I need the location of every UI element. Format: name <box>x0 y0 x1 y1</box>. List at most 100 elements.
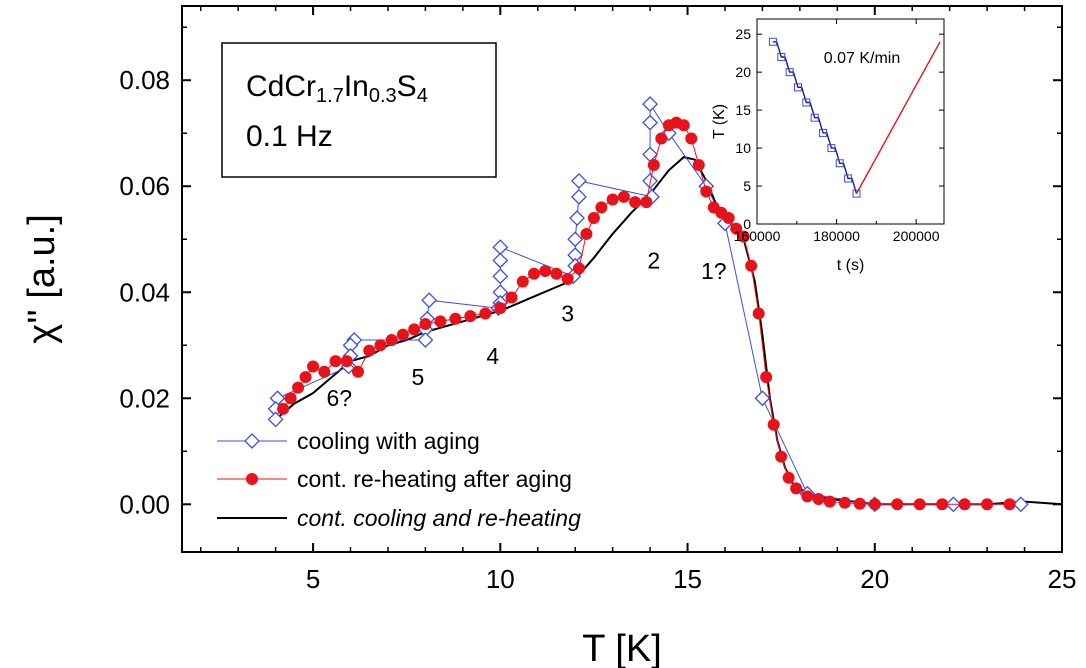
inset-rate-label: 0.07 K/min <box>824 50 900 67</box>
inset-y-tick-label: 5 <box>743 178 751 194</box>
data-point <box>571 188 587 205</box>
inset-data-point <box>793 83 802 92</box>
inset-data-point <box>785 68 794 77</box>
data-point <box>492 252 509 269</box>
inset-x-axis-title: t (s) <box>837 257 865 274</box>
data-point <box>685 132 698 145</box>
inset-data-point <box>768 37 777 46</box>
regime-annotation: 3 <box>561 300 574 326</box>
data-point <box>516 275 529 288</box>
data-point <box>449 312 462 325</box>
legend-label: cooling with aging <box>297 428 480 454</box>
regime-annotation: 4 <box>486 343 499 369</box>
formula-element: CdCr <box>246 70 316 103</box>
x-tick-label: 20 <box>860 564 889 594</box>
inset-series-cooling <box>768 37 861 198</box>
regime-annotation: 2 <box>647 247 660 273</box>
sample-box-frame <box>221 42 497 178</box>
inset-y-tick-label: 20 <box>735 64 751 80</box>
y-tick-label: 0.02 <box>119 383 170 413</box>
x-tick-label: 10 <box>486 564 515 594</box>
data-point <box>730 222 743 235</box>
legend-item: cont. re-heating after aging <box>217 466 572 492</box>
x-tick-label: 25 <box>1048 564 1077 594</box>
legend-swatch-marker <box>246 473 258 485</box>
data-point <box>396 328 409 341</box>
data-point <box>760 371 773 384</box>
data-point <box>981 498 994 511</box>
data-point <box>853 497 866 510</box>
data-point <box>767 418 780 431</box>
inset-x-tick-label: 180000 <box>813 228 860 244</box>
data-point <box>571 173 587 189</box>
data-point <box>417 332 434 348</box>
legend: cooling with aging cont. re-heating after… <box>217 428 581 531</box>
legend-label: cont. re-heating after aging <box>297 466 572 492</box>
data-point <box>913 498 926 511</box>
data-point <box>595 201 608 214</box>
inset-heating-line <box>855 41 941 194</box>
data-point <box>1003 498 1016 511</box>
inset-x-tick-label: 160000 <box>734 228 781 244</box>
series-cont-re-heating-after-aging <box>277 116 1016 511</box>
data-point <box>561 273 574 285</box>
regime-annotation: 5 <box>412 364 425 390</box>
data-point <box>801 490 814 503</box>
data-point <box>812 492 825 505</box>
inset-y-axis-title: T (K) <box>711 104 728 139</box>
inset-data-point <box>819 128 828 137</box>
y-tick-label: 0.08 <box>119 65 170 95</box>
main-plot: 5 10 15 20 250.000.020.040.060.08T [K]χ'' [a… <box>21 5 1077 668</box>
data-point <box>752 307 765 320</box>
regime-annotation: 1? <box>701 258 727 284</box>
inset-y-tick-label: 0 <box>743 216 751 232</box>
data-point <box>775 450 788 463</box>
data-point <box>838 496 851 509</box>
plot-frame <box>181 5 1063 553</box>
y-tick-label: 0.06 <box>119 171 170 201</box>
y-tick-label: 0.04 <box>119 277 170 307</box>
sample-info-box: CdCr1.7In0.3S4 0.1 Hz <box>221 42 497 178</box>
x-tick-label: 15 <box>673 564 702 594</box>
x-tick-label: 5 <box>306 564 320 594</box>
data-point <box>539 265 552 278</box>
formula-element: In <box>344 70 369 103</box>
data-point <box>284 392 297 405</box>
data-point <box>580 227 593 240</box>
data-point <box>434 315 447 328</box>
data-point <box>292 381 305 394</box>
data-point <box>419 318 432 331</box>
legend-label: cont. cooling and re-heating <box>297 505 581 531</box>
data-point <box>494 302 507 315</box>
inset-data-point <box>835 159 844 168</box>
inset-plot: 160000 180000 200000 0 5 10 15 20 25 t (s) T (K) 0.… <box>711 18 945 274</box>
inset-data-point <box>852 189 861 198</box>
data-point <box>505 291 518 304</box>
inset-x-tick-label: 200000 <box>893 228 940 244</box>
inset-data-point <box>844 174 853 183</box>
data-point <box>606 193 619 206</box>
data-point <box>754 390 771 407</box>
x-axis-title: T [K] <box>582 628 662 668</box>
inset-data-point <box>810 113 819 122</box>
data-point <box>936 498 949 511</box>
data-point <box>569 210 585 226</box>
data-point <box>745 259 758 272</box>
inset-y-tick-label: 15 <box>735 102 751 118</box>
data-point <box>823 495 836 508</box>
data-point <box>1012 496 1029 513</box>
inset-data-point <box>777 52 786 61</box>
data-point <box>677 119 690 132</box>
data-point <box>700 185 713 198</box>
legend-item: cont. cooling and re-heating <box>217 505 581 531</box>
data-point <box>479 307 492 320</box>
data-point <box>722 212 735 225</box>
data-point <box>492 268 509 285</box>
regime-annotation: 6? <box>326 385 352 411</box>
data-point <box>550 267 563 280</box>
sample-frequency: 0.1 Hz <box>246 120 333 153</box>
data-point <box>408 323 421 336</box>
data-point <box>891 498 904 511</box>
data-point <box>421 292 438 309</box>
data-point <box>528 267 540 280</box>
